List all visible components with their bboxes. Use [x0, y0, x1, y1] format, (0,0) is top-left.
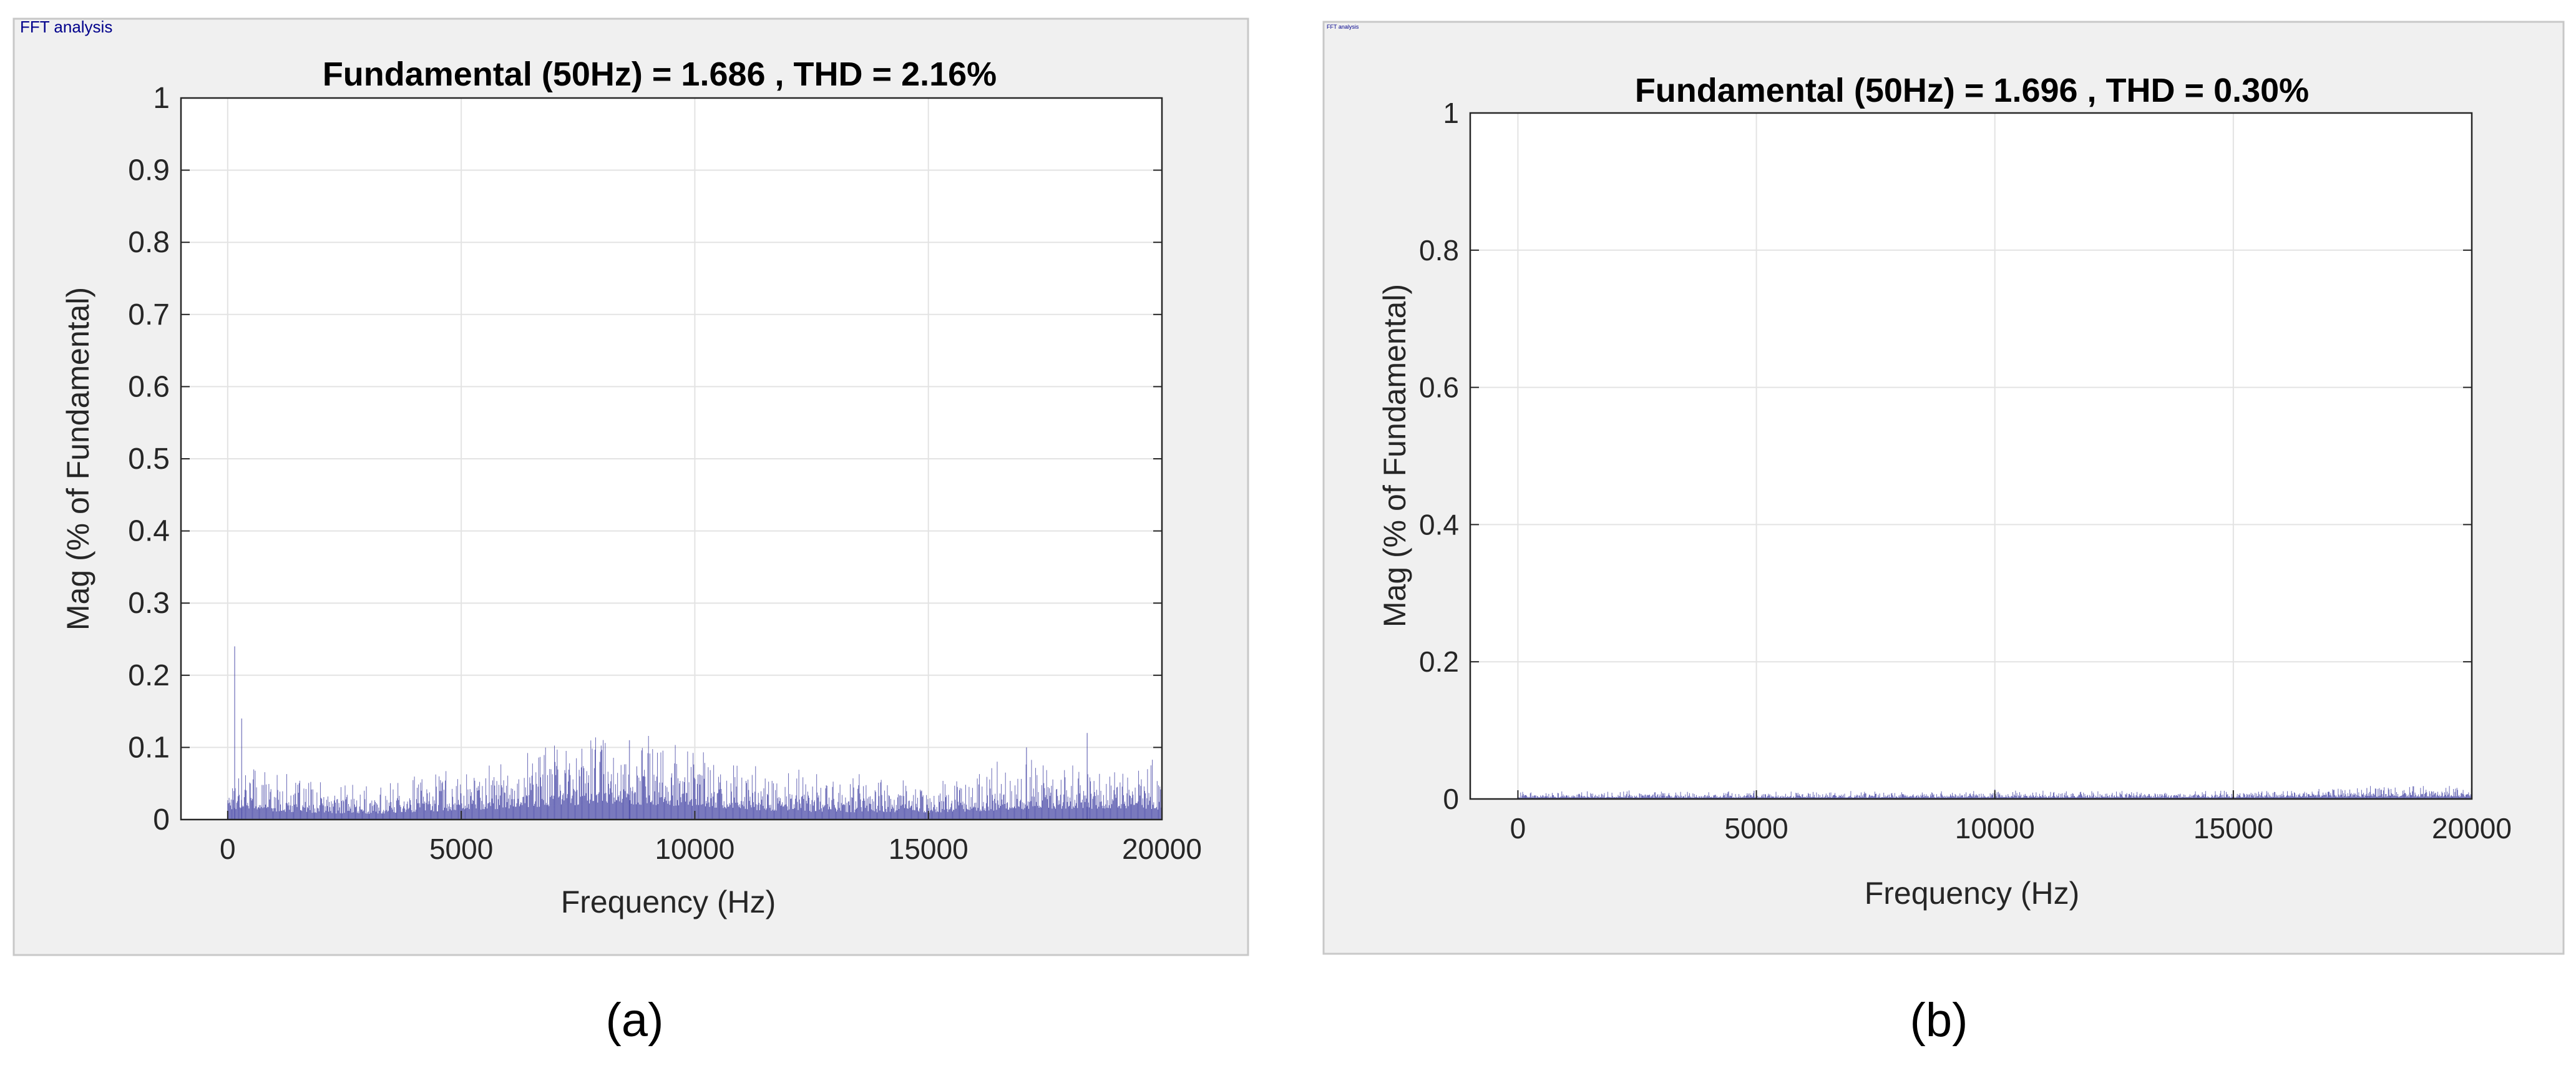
y-tick-label: 0.1 — [128, 731, 170, 764]
x-tick-label: 0 — [1510, 812, 1526, 845]
spectrum-bars — [227, 736, 1163, 820]
panel-b-axes-box — [1469, 112, 2473, 800]
y-tick-label: 0.3 — [128, 587, 170, 620]
y-tick-label: 0.2 — [128, 659, 170, 692]
y-tick-label: 0.4 — [128, 515, 170, 548]
panel-b-group-label: FFT analysis — [1327, 24, 1359, 30]
x-tick-label: 5000 — [429, 833, 493, 865]
x-tick-label: 10000 — [655, 833, 734, 865]
y-tick-label: 1 — [1443, 97, 1459, 129]
panel-a-spectrum-bars — [227, 646, 1163, 820]
panel-b-ticks: 0 5000 10000 15000 20000 0 0.2 0.4 0.6 0.8 1 — [1419, 97, 2512, 845]
x-tick-label: 10000 — [1955, 812, 2035, 845]
y-tick-label: 1 — [153, 82, 170, 115]
panel-b-y-axis-label: Mag (% of Fundamental) — [1377, 284, 1412, 627]
panel-b-plot-area — [1470, 113, 2472, 799]
x-tick-label: 20000 — [2432, 812, 2512, 845]
panel-a-y-axis-label: Mag (% of Fundamental) — [61, 287, 95, 630]
x-tick-label: 20000 — [1122, 833, 1202, 865]
panel-b-x-axis-label: Frequency (Hz) — [1865, 876, 2080, 911]
panel-a-title: Fundamental (50Hz) = 1.686 , THD = 2.16% — [323, 56, 997, 93]
panel-b: FFT analysis Fundamental (50Hz) = 1.696 … — [1322, 21, 2565, 955]
x-tick-label: 15000 — [889, 833, 968, 865]
y-tick-label: 0.4 — [1419, 508, 1459, 541]
caption-b: (b) — [1910, 994, 1968, 1047]
y-tick-label: 0.6 — [128, 370, 170, 403]
x-tick-label: 15000 — [2193, 812, 2273, 845]
panel-a-x-axis-label: Frequency (Hz) — [561, 884, 776, 919]
y-tick-label: 0.8 — [128, 226, 170, 259]
y-tick-label: 0.9 — [128, 154, 170, 187]
panel-a: FFT analysis Fundamental (50Hz) = 1.686 … — [12, 17, 1249, 956]
y-tick-label: 0 — [1443, 783, 1459, 815]
y-tick-label: 0.5 — [128, 443, 170, 476]
y-tick-label: 0.8 — [1419, 234, 1459, 267]
y-tick-label: 0 — [153, 803, 170, 836]
caption-a: (a) — [606, 994, 664, 1047]
y-tick-label: 0.6 — [1419, 371, 1459, 404]
panel-a-ticks: 0 5000 10000 15000 20000 0 0.1 0.2 0.3 0.4 0.5 0.6 0… — [128, 82, 1202, 865]
panel-a-group-label: FFT analysis — [20, 17, 112, 36]
x-tick-label: 0 — [220, 833, 236, 865]
y-tick-label: 0.7 — [128, 298, 170, 331]
panel-b-title: Fundamental (50Hz) = 1.696 , THD = 0.30% — [1635, 72, 2309, 109]
x-tick-label: 5000 — [1724, 812, 1788, 845]
y-tick-label: 0.2 — [1419, 645, 1459, 678]
